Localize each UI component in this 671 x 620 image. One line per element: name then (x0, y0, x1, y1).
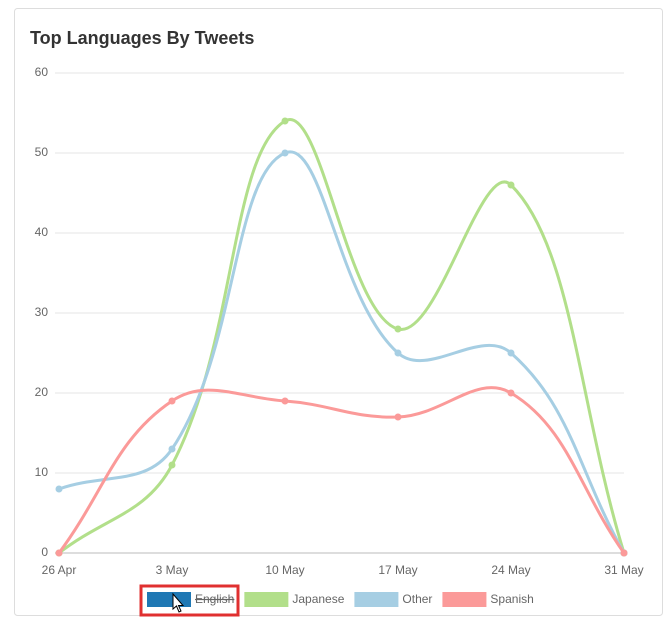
legend-label: Japanese (292, 592, 344, 606)
legend-item[interactable]: Spanish (442, 592, 534, 607)
data-point (620, 549, 628, 557)
legend-item[interactable]: Other (354, 592, 432, 607)
legend-swatch (354, 592, 399, 607)
series-line (58, 118, 626, 555)
y-tick-label: 30 (35, 305, 49, 319)
y-tick-label: 10 (35, 465, 49, 479)
data-point (168, 461, 176, 469)
legend-label: Other (402, 592, 432, 606)
data-point (507, 349, 515, 357)
card (14, 8, 663, 616)
legend-label: English (195, 592, 234, 606)
data-point (168, 397, 176, 405)
y-tick-label: 60 (35, 65, 49, 79)
data-point (507, 181, 515, 189)
data-point (55, 549, 63, 557)
highlight-box (139, 584, 240, 617)
legend-item[interactable]: Japanese (244, 592, 345, 607)
x-tick-label: 10 May (265, 563, 304, 577)
x-tick-label: 17 May (378, 563, 417, 577)
data-point (281, 117, 289, 125)
x-tick-label: 24 May (491, 563, 530, 577)
legend: English Japanese Other Spanish (147, 592, 534, 607)
cursor (172, 592, 185, 613)
chart-title: Top Languages By Tweets (30, 28, 254, 48)
data-point (55, 485, 63, 493)
data-point (507, 389, 515, 397)
series-line (57, 386, 626, 554)
y-tick-label: 40 (35, 225, 49, 239)
legend-swatch (244, 592, 289, 607)
y-tick-label: 20 (35, 385, 49, 399)
data-point (394, 349, 402, 357)
legend-swatch (442, 592, 487, 607)
data-point (168, 445, 176, 453)
lines (55, 117, 628, 557)
grid: 0 10 20 30 40 50 60 26 Apr 3 May 10 May 17 May 24 M… (35, 65, 644, 577)
legend-swatch (147, 592, 191, 607)
legend-item[interactable]: English (147, 592, 234, 607)
x-tick-label: 26 Apr (42, 563, 77, 577)
x-tick-label: 31 May (604, 563, 643, 577)
data-point (281, 397, 289, 405)
legend-label: Spanish (490, 592, 533, 606)
data-point (394, 413, 402, 421)
data-point (281, 149, 289, 157)
x-tick-label: 3 May (156, 563, 189, 577)
y-tick-label: 50 (35, 145, 49, 159)
y-tick-label: 0 (41, 545, 48, 559)
data-point (394, 325, 402, 333)
